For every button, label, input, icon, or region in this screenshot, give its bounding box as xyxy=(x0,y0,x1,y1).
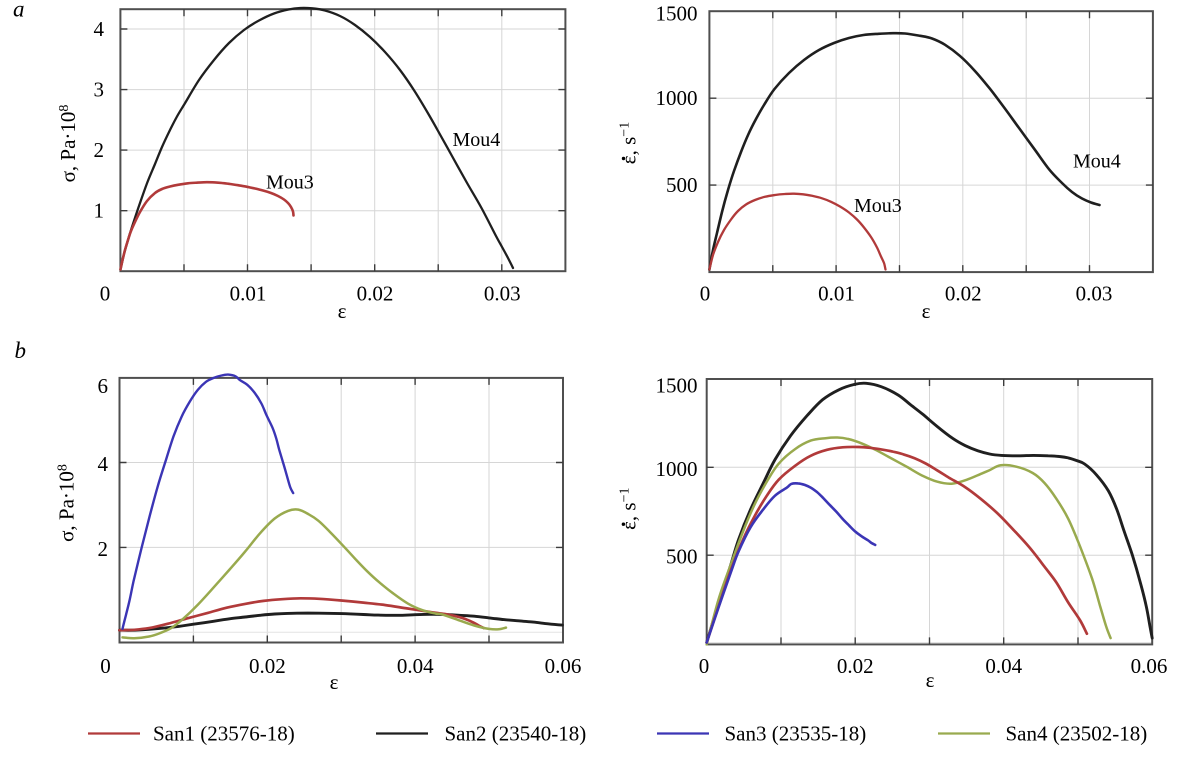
svg-text:Mou4: Mou4 xyxy=(1073,151,1121,173)
svg-text:0.01: 0.01 xyxy=(818,282,855,306)
svg-text:0.02: 0.02 xyxy=(357,282,394,306)
svg-text:1000: 1000 xyxy=(656,86,698,110)
svg-text:2: 2 xyxy=(94,138,105,162)
svg-text:1500: 1500 xyxy=(656,1,698,25)
svg-text:0.03: 0.03 xyxy=(484,282,521,306)
svg-text:0.04: 0.04 xyxy=(985,654,1022,678)
svg-text:ε: ε xyxy=(926,668,935,692)
svg-text:1000: 1000 xyxy=(656,457,698,481)
svg-text:0.06: 0.06 xyxy=(545,654,582,678)
svg-text:2: 2 xyxy=(98,537,109,561)
svg-text:ε: ε xyxy=(338,299,347,323)
svg-text:σ, Pa·108: σ, Pa·108 xyxy=(56,105,80,183)
svg-text:San2 (23540-18): San2 (23540-18) xyxy=(445,722,587,746)
svg-text:0: 0 xyxy=(700,282,711,306)
svg-text:0.06: 0.06 xyxy=(1131,654,1168,678)
svg-text:San3 (23535-18): San3 (23535-18) xyxy=(725,722,867,746)
svg-text:0.01: 0.01 xyxy=(230,282,267,306)
svg-text:4: 4 xyxy=(98,452,109,476)
svg-text:ε: ε xyxy=(330,670,339,694)
svg-text:500: 500 xyxy=(666,545,698,569)
svg-text:0.04: 0.04 xyxy=(397,654,434,678)
svg-text:0.02: 0.02 xyxy=(249,654,286,678)
svg-text:a: a xyxy=(13,0,25,22)
svg-text:4: 4 xyxy=(94,17,105,41)
svg-text:Mou3: Mou3 xyxy=(266,172,314,194)
svg-text:0.03: 0.03 xyxy=(1076,282,1113,306)
svg-text:6: 6 xyxy=(98,374,109,398)
svg-text:ε, s−1: ε, s−1 xyxy=(617,122,641,164)
svg-text:Mou3: Mou3 xyxy=(854,195,902,217)
svg-text:1500: 1500 xyxy=(656,374,698,398)
svg-text:0.02: 0.02 xyxy=(945,282,982,306)
svg-text:Mou4: Mou4 xyxy=(453,129,501,151)
svg-text:0: 0 xyxy=(699,654,710,678)
svg-text:San4 (23502-18): San4 (23502-18) xyxy=(1006,722,1148,746)
svg-text:500: 500 xyxy=(666,173,698,197)
svg-text:0.02: 0.02 xyxy=(837,654,874,678)
svg-text:San1 (23576-18): San1 (23576-18) xyxy=(153,722,295,746)
svg-text:0: 0 xyxy=(100,654,111,678)
svg-text:b: b xyxy=(15,338,27,363)
svg-text:3: 3 xyxy=(94,78,105,102)
svg-text:1: 1 xyxy=(94,199,105,223)
svg-text:0: 0 xyxy=(100,282,111,306)
svg-text:σ, Pa·108: σ, Pa·108 xyxy=(55,464,79,542)
svg-text:ε: ε xyxy=(922,299,931,323)
